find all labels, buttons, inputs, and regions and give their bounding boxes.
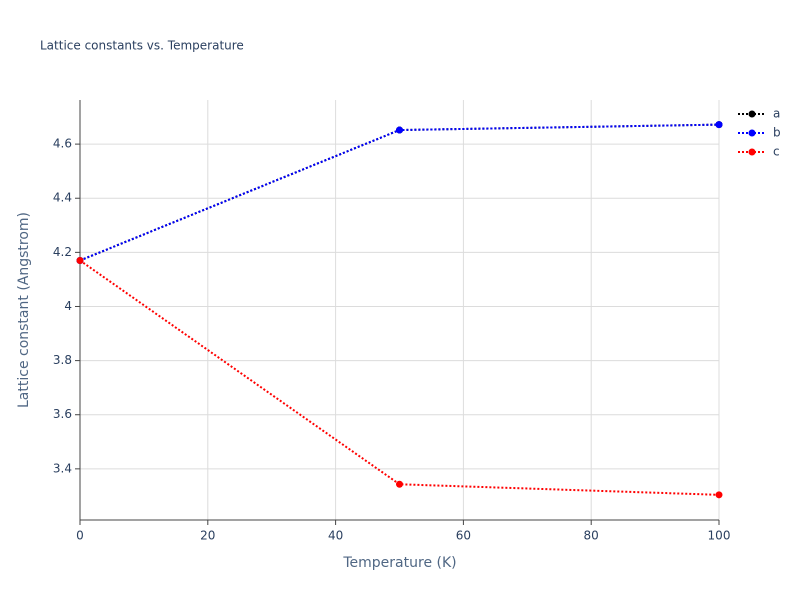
legend-marker (748, 129, 756, 137)
legend-marker (748, 148, 756, 156)
x-tick-label: 100 (708, 529, 731, 543)
x-tick-label: 40 (328, 529, 343, 543)
x-tick-label: 20 (200, 529, 215, 543)
data-point (715, 121, 723, 129)
y-axis-title: Lattice constant (Angstrom) (16, 212, 32, 408)
y-tick-label: 3.8 (53, 353, 72, 367)
x-tick-label: 80 (584, 529, 599, 543)
x-tick-label: 0 (76, 529, 84, 543)
data-point (76, 256, 84, 264)
data-point (715, 491, 723, 499)
y-tick-label: 4.6 (53, 137, 72, 151)
legend-marker (748, 110, 756, 118)
legend-label: b (773, 126, 781, 140)
y-tick-label: 4.4 (53, 191, 72, 205)
y-tick-label: 4.2 (53, 245, 72, 259)
y-tick-label: 3.4 (53, 461, 72, 475)
chart-title: Lattice constants vs. Temperature (40, 39, 244, 53)
x-axis-title: Temperature (K) (342, 555, 456, 571)
data-point (396, 480, 403, 488)
y-tick-label: 3.6 (53, 407, 72, 421)
series-line (79, 123, 720, 262)
data-point (396, 126, 403, 134)
series-line (79, 259, 720, 496)
legend-label: a (773, 107, 780, 121)
legend-label: c (773, 145, 780, 159)
y-tick-label: 4 (64, 299, 72, 313)
series-line (79, 123, 720, 262)
x-tick-label: 60 (456, 529, 471, 543)
